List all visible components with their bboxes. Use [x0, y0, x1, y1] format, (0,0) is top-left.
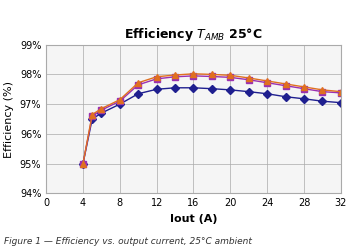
48 V — [320, 90, 324, 93]
48 V — [302, 87, 306, 90]
48 V — [118, 100, 122, 103]
55 V — [81, 162, 85, 165]
48 V — [339, 91, 343, 94]
38 V — [247, 90, 251, 93]
55 V — [118, 98, 122, 101]
38 V — [228, 88, 233, 91]
48 V — [283, 84, 288, 87]
38 V — [320, 100, 324, 103]
48 V — [247, 78, 251, 81]
48 V — [210, 75, 214, 78]
38 V — [99, 112, 104, 115]
38 V — [118, 103, 122, 106]
38 V — [210, 87, 214, 90]
38 V — [81, 162, 85, 165]
48 V — [173, 75, 177, 78]
X-axis label: Iout (A): Iout (A) — [170, 214, 217, 224]
48 V — [136, 83, 140, 86]
55 V — [228, 74, 233, 77]
55 V — [154, 75, 159, 78]
38 V — [136, 92, 140, 95]
55 V — [283, 82, 288, 85]
48 V — [81, 162, 85, 165]
55 V — [99, 107, 104, 110]
38 V — [265, 92, 269, 95]
Line: 55 V: 55 V — [80, 70, 344, 167]
Line: 48 V: 48 V — [80, 73, 344, 166]
38 V — [154, 88, 159, 91]
Line: 38 V: 38 V — [80, 85, 344, 166]
48 V — [99, 109, 104, 112]
55 V — [136, 81, 140, 84]
38 V — [283, 95, 288, 98]
55 V — [191, 72, 196, 75]
38 V — [302, 97, 306, 100]
Title: Efficiency $T_{AMB}$ 25°C: Efficiency $T_{AMB}$ 25°C — [124, 26, 263, 43]
55 V — [247, 76, 251, 79]
38 V — [90, 118, 94, 121]
48 V — [265, 81, 269, 84]
38 V — [173, 86, 177, 89]
55 V — [265, 79, 269, 82]
48 V — [154, 77, 159, 80]
Y-axis label: Efficiency (%): Efficiency (%) — [4, 81, 14, 157]
38 V — [339, 101, 343, 104]
48 V — [228, 76, 233, 79]
48 V — [90, 115, 94, 118]
55 V — [320, 88, 324, 91]
55 V — [210, 73, 214, 76]
38 V — [191, 86, 196, 89]
55 V — [339, 90, 343, 93]
55 V — [90, 113, 94, 116]
55 V — [302, 85, 306, 88]
55 V — [173, 73, 177, 76]
48 V — [191, 74, 196, 77]
Text: Figure 1 — Efficiency vs. output current, 25°C ambient: Figure 1 — Efficiency vs. output current… — [4, 237, 251, 246]
